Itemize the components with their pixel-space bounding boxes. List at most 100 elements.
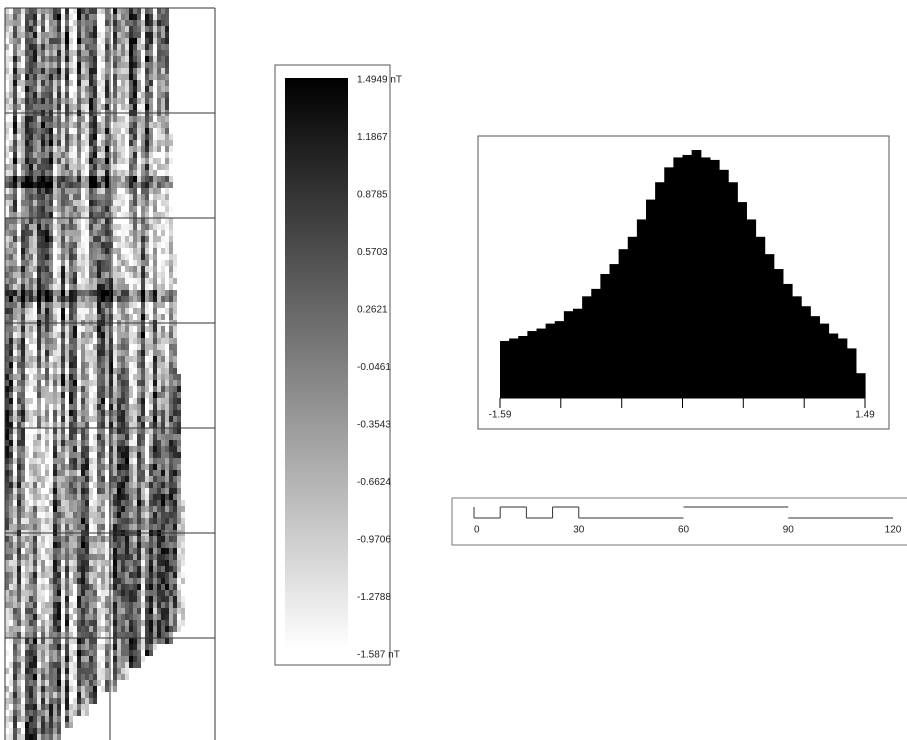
image-pixel bbox=[29, 266, 33, 272]
image-pixel bbox=[89, 644, 93, 650]
image-pixel bbox=[173, 524, 177, 530]
image-pixel bbox=[17, 554, 21, 560]
image-pixel bbox=[165, 482, 169, 488]
image-pixel bbox=[153, 272, 157, 278]
image-pixel bbox=[169, 506, 173, 512]
image-pixel bbox=[121, 8, 125, 14]
image-pixel bbox=[141, 26, 145, 32]
image-pixel bbox=[157, 410, 161, 416]
image-pixel bbox=[25, 80, 29, 86]
image-pixel bbox=[165, 392, 169, 398]
image-pixel bbox=[69, 254, 73, 260]
image-pixel bbox=[157, 404, 161, 410]
image-pixel bbox=[133, 572, 137, 578]
image-pixel bbox=[137, 422, 141, 428]
image-pixel bbox=[73, 650, 77, 656]
image-pixel bbox=[149, 236, 153, 242]
image-pixel bbox=[161, 632, 165, 638]
image-pixel bbox=[41, 518, 45, 524]
image-pixel bbox=[41, 26, 45, 32]
image-pixel bbox=[33, 182, 37, 188]
image-pixel bbox=[141, 578, 145, 584]
image-pixel bbox=[125, 608, 129, 614]
image-pixel bbox=[37, 38, 41, 44]
image-pixel bbox=[41, 560, 45, 566]
image-pixel bbox=[93, 464, 97, 470]
image-pixel bbox=[117, 86, 121, 92]
image-pixel bbox=[81, 20, 85, 26]
image-pixel bbox=[9, 338, 13, 344]
image-pixel bbox=[113, 602, 117, 608]
image-pixel bbox=[69, 98, 73, 104]
image-pixel bbox=[77, 170, 81, 176]
image-pixel bbox=[121, 104, 125, 110]
image-pixel bbox=[165, 350, 169, 356]
image-pixel bbox=[105, 170, 109, 176]
image-pixel bbox=[5, 488, 9, 494]
image-pixel bbox=[45, 644, 49, 650]
image-pixel bbox=[141, 626, 145, 632]
image-pixel bbox=[25, 170, 29, 176]
image-pixel bbox=[149, 638, 153, 644]
image-pixel bbox=[73, 182, 77, 188]
image-pixel bbox=[137, 416, 141, 422]
image-pixel bbox=[9, 416, 13, 422]
image-pixel bbox=[113, 230, 117, 236]
image-pixel bbox=[89, 200, 93, 206]
image-pixel bbox=[113, 260, 117, 266]
image-pixel bbox=[149, 392, 153, 398]
image-pixel bbox=[153, 266, 157, 272]
image-pixel bbox=[89, 524, 93, 530]
image-pixel bbox=[89, 668, 93, 674]
image-pixel bbox=[33, 644, 37, 650]
image-pixel bbox=[117, 92, 121, 98]
image-pixel bbox=[101, 572, 105, 578]
image-pixel bbox=[165, 590, 169, 596]
image-pixel bbox=[37, 470, 41, 476]
image-pixel bbox=[157, 254, 161, 260]
image-pixel bbox=[149, 146, 153, 152]
image-pixel bbox=[53, 116, 57, 122]
image-pixel bbox=[33, 488, 37, 494]
image-pixel bbox=[69, 128, 73, 134]
image-pixel bbox=[97, 116, 101, 122]
image-pixel bbox=[21, 566, 25, 572]
image-pixel bbox=[165, 524, 169, 530]
image-pixel bbox=[77, 512, 81, 518]
image-pixel bbox=[5, 350, 9, 356]
image-pixel bbox=[5, 230, 9, 236]
image-pixel bbox=[121, 32, 125, 38]
image-pixel bbox=[5, 314, 9, 320]
image-pixel bbox=[57, 98, 61, 104]
image-pixel bbox=[81, 368, 85, 374]
image-pixel bbox=[141, 566, 145, 572]
image-pixel bbox=[145, 404, 149, 410]
image-pixel bbox=[37, 596, 41, 602]
image-pixel bbox=[157, 122, 161, 128]
image-pixel bbox=[141, 368, 145, 374]
image-pixel bbox=[117, 26, 121, 32]
image-pixel bbox=[33, 26, 37, 32]
image-pixel bbox=[45, 86, 49, 92]
image-pixel bbox=[145, 524, 149, 530]
image-pixel bbox=[161, 524, 165, 530]
image-pixel bbox=[45, 680, 49, 686]
image-pixel bbox=[81, 608, 85, 614]
image-pixel bbox=[13, 302, 17, 308]
image-pixel bbox=[33, 656, 37, 662]
image-pixel bbox=[81, 74, 85, 80]
image-pixel bbox=[157, 80, 161, 86]
image-pixel bbox=[77, 56, 81, 62]
image-pixel bbox=[13, 590, 17, 596]
image-pixel bbox=[9, 128, 13, 134]
image-pixel bbox=[81, 416, 85, 422]
image-pixel bbox=[177, 566, 181, 572]
image-pixel bbox=[61, 146, 65, 152]
image-pixel bbox=[157, 374, 161, 380]
image-pixel bbox=[73, 236, 77, 242]
image-pixel bbox=[33, 8, 37, 14]
image-pixel bbox=[25, 152, 29, 158]
image-pixel bbox=[49, 656, 53, 662]
image-pixel bbox=[73, 566, 77, 572]
image-pixel bbox=[69, 452, 73, 458]
